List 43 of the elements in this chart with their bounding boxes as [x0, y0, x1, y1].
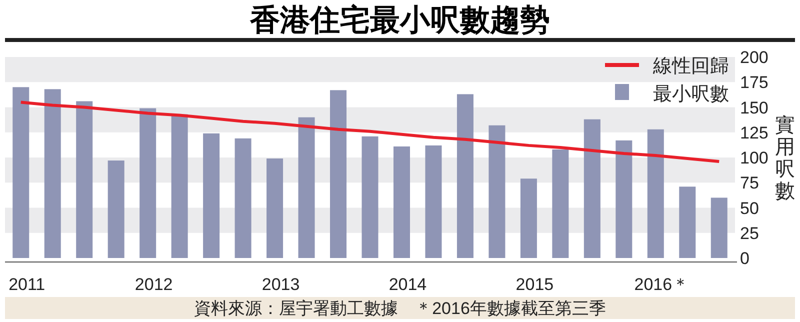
x-tick-label: 2011: [8, 275, 46, 294]
bar: [234, 138, 252, 258]
bar: [584, 119, 600, 258]
y-tick-label: 150: [740, 98, 768, 118]
bar: [393, 146, 410, 258]
y-tick-label: 75: [740, 174, 759, 193]
bar: [298, 117, 315, 258]
bar: [616, 140, 632, 258]
y-tick-label: 200: [740, 48, 768, 67]
y-axis-title: 實用呎數: [775, 114, 795, 202]
x-tick-label: 2014: [388, 275, 427, 294]
bar: [203, 133, 220, 258]
bar: [108, 160, 124, 258]
source-note: 資料來源：屋宇署動工數據 ＊2016年數據截至第三季: [194, 299, 606, 318]
y-tick-label: 0: [740, 249, 750, 268]
x-tick-label: 2012: [134, 275, 173, 294]
y-tick-label: 25: [740, 224, 759, 243]
bar: [710, 198, 728, 258]
chart-title: 香港住宅最小呎數趨勢: [249, 3, 550, 37]
bar: [425, 145, 442, 258]
bar: [12, 87, 30, 258]
legend-label: 線性回歸: [652, 56, 729, 77]
y-tick-label: 175: [740, 73, 768, 92]
bar: [76, 101, 93, 258]
bar: [171, 114, 188, 258]
bar: [679, 186, 696, 258]
bar: [362, 136, 378, 258]
bar: [647, 129, 664, 258]
y-tick-label: 100: [740, 148, 768, 168]
bar: [330, 90, 347, 258]
legend-label: 最小呎數: [653, 84, 729, 105]
y-tick-label: 50: [740, 198, 759, 218]
x-tick-label: 2015: [516, 275, 554, 294]
x-tick-label: 2016＊: [634, 275, 690, 294]
x-tick-label: 2013: [262, 275, 300, 294]
bar: [140, 108, 156, 258]
bar: [44, 89, 61, 258]
bar: [552, 149, 569, 258]
bar: [456, 94, 474, 258]
y-tick-label: 125: [740, 123, 768, 142]
bar: [266, 158, 284, 258]
bar: [488, 125, 506, 258]
bar: [520, 178, 537, 258]
